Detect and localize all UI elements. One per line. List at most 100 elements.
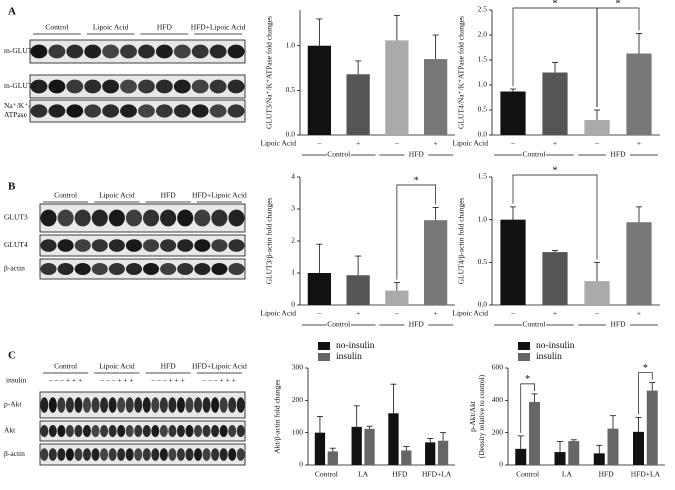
bar <box>584 281 610 305</box>
y-tick-label: 0 <box>299 460 303 469</box>
blot-band <box>100 425 109 437</box>
x-tick-label: – <box>594 139 599 148</box>
y-tick-label: 2.5 <box>478 5 488 14</box>
blot-band <box>125 448 134 461</box>
error-bar <box>531 393 538 402</box>
y-axis-label: p-Akt/Akt <box>468 400 477 432</box>
error-bar <box>594 261 600 282</box>
y-tick-label: 0 <box>291 300 295 309</box>
blot-band <box>143 263 160 275</box>
blot-band <box>138 79 155 94</box>
blot-band <box>30 44 48 59</box>
bar <box>626 222 652 305</box>
y-tick-label: 0 <box>499 460 503 469</box>
blot-band <box>176 448 185 461</box>
blot-band <box>151 425 160 437</box>
blot-band <box>100 448 109 461</box>
bar <box>646 390 658 465</box>
x-row-label: Lipoic Acid <box>260 309 296 318</box>
y-tick-label: 100 <box>292 427 304 436</box>
blot-row-label: Akt <box>4 426 16 435</box>
x-tick-label: – <box>394 309 399 318</box>
blot-frame <box>39 234 246 257</box>
group-label: Control <box>523 150 546 159</box>
y-tick-label: 1.5 <box>478 55 488 64</box>
blot-band <box>159 397 168 413</box>
blot-band <box>30 79 48 94</box>
y-tick-label: 600 <box>492 363 504 372</box>
blot-band <box>91 209 108 227</box>
y-tick-label: 1.0 <box>478 80 488 89</box>
blot-group-label: Lipoic Acid <box>99 362 135 371</box>
error-bar <box>393 14 400 41</box>
blot-band <box>236 397 245 413</box>
blot-band <box>211 397 220 413</box>
blot-band <box>236 425 245 437</box>
blot-band <box>211 448 220 461</box>
blot-row-label: GLUT3 <box>4 213 28 222</box>
blot-band <box>228 209 245 227</box>
legend-label: insulin <box>536 352 562 362</box>
y-tick-label: 1.0 <box>478 214 488 223</box>
blot-band <box>202 397 211 413</box>
blot-frame <box>39 391 246 419</box>
blot-band <box>211 209 228 227</box>
blot-band <box>125 209 142 227</box>
blot-row-label: Na⁺/K⁺- <box>4 101 31 110</box>
blot-band <box>91 397 100 413</box>
blot-band <box>236 448 245 461</box>
y-tick-label: 0.0 <box>478 130 488 139</box>
y-tick-label: 1.5 <box>478 172 488 181</box>
blot-band <box>191 44 209 59</box>
blot-group-label: HFD <box>161 362 177 371</box>
blot-band <box>65 448 74 461</box>
bar <box>385 290 409 305</box>
significance-bracket <box>520 383 535 433</box>
significance-label: * <box>553 0 558 9</box>
blot-band <box>143 239 160 252</box>
blot-band <box>125 425 134 437</box>
blot-band <box>102 44 120 59</box>
error-bar <box>552 249 558 253</box>
error-bar <box>366 425 373 429</box>
error-bar <box>432 206 439 221</box>
blot-band <box>194 209 211 227</box>
blot-band <box>194 263 211 275</box>
blot-band <box>142 397 151 413</box>
blot-band <box>40 263 57 275</box>
x-row-label: Lipoic Acid <box>452 139 488 148</box>
blot-frame <box>29 99 246 123</box>
blot-band <box>57 263 74 275</box>
y-axis-label: GLUT4/β-actin fold changes <box>457 198 466 285</box>
blot-band <box>40 239 57 252</box>
blot-frame <box>39 203 246 233</box>
x-tick-label: – <box>317 139 322 148</box>
y-tick-label: 1.0 <box>286 40 296 49</box>
blot-band <box>160 209 177 227</box>
error-bar <box>355 60 362 75</box>
blot-band <box>65 397 74 413</box>
treatment-signs: – – – + + + <box>202 376 236 385</box>
blot-band <box>120 79 137 94</box>
x-tick-label: HFD+LA <box>631 470 661 479</box>
significance-bracket <box>512 174 598 260</box>
blot-band <box>108 239 125 252</box>
blot-band <box>155 44 173 59</box>
legend-label: no-insulin <box>336 341 375 351</box>
blot-band <box>57 209 74 227</box>
bar <box>437 440 449 465</box>
blot-band <box>40 397 49 413</box>
x-tick-label: HFD <box>392 470 408 479</box>
blot-band <box>91 263 108 275</box>
error-bar <box>557 441 564 453</box>
bar <box>385 40 409 135</box>
blot-band <box>74 425 83 437</box>
error-bar <box>355 255 362 276</box>
blot-band <box>91 425 100 437</box>
error-bar <box>594 109 600 120</box>
legend-swatch <box>518 353 530 361</box>
legend-label: no-insulin <box>536 341 575 351</box>
y-tick-label: 0.5 <box>478 257 488 266</box>
legend-swatch <box>318 353 330 361</box>
significance-label: * <box>525 374 530 385</box>
